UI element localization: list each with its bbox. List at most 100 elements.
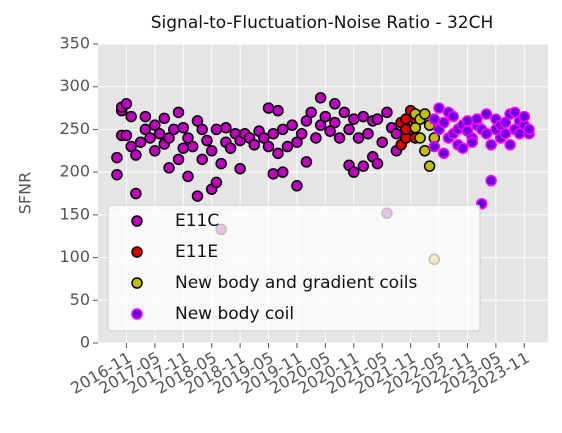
data-point <box>499 127 512 140</box>
y-tick-label: 300 <box>59 76 90 95</box>
data-point <box>201 134 213 147</box>
data-point <box>210 123 223 136</box>
data-point <box>348 113 360 125</box>
y-tick-label: 150 <box>59 204 90 223</box>
data-point <box>220 121 232 134</box>
data-point <box>466 136 478 148</box>
data-point <box>262 140 275 153</box>
data-point <box>276 166 289 178</box>
data-point <box>381 106 393 119</box>
data-point <box>428 140 441 153</box>
data-point <box>125 110 137 123</box>
data-point <box>333 132 346 144</box>
data-point <box>324 125 336 137</box>
data-point <box>191 190 204 202</box>
data-point <box>125 140 137 153</box>
data-point <box>177 142 190 154</box>
data-point <box>158 112 171 125</box>
data-point <box>149 119 161 131</box>
chart-title: Signal-to-Fluctuation-Noise Ratio - 32CH <box>151 13 493 33</box>
legend-label: E11E <box>175 242 218 262</box>
data-point <box>305 106 317 119</box>
legend-marker <box>131 215 143 227</box>
data-point <box>499 116 512 129</box>
legend-label: E11C <box>175 211 219 231</box>
data-point <box>518 110 531 123</box>
data-point <box>371 157 384 170</box>
y-tick-label: 350 <box>59 34 90 53</box>
data-point <box>153 127 166 140</box>
data-point <box>461 115 474 127</box>
data-point <box>130 187 142 200</box>
data-point <box>400 123 412 136</box>
data-point <box>433 102 445 114</box>
data-point <box>357 110 370 123</box>
data-point <box>310 132 322 144</box>
data-point <box>130 149 142 161</box>
legend-marker <box>131 308 143 320</box>
data-point <box>234 162 246 175</box>
data-point <box>215 157 227 170</box>
data-point <box>163 132 175 144</box>
data-point <box>390 127 403 140</box>
data-point <box>338 106 351 119</box>
legend-marker <box>131 246 143 258</box>
data-point <box>144 132 156 144</box>
data-point <box>480 127 493 140</box>
y-tick-label: 250 <box>59 119 90 138</box>
data-point <box>414 132 426 144</box>
data-point <box>267 168 280 180</box>
data-point <box>428 113 441 125</box>
data-point <box>480 108 493 120</box>
data-point <box>409 121 422 134</box>
data-point <box>272 147 284 160</box>
data-point <box>523 123 535 136</box>
y-axis-label: SFNR <box>16 172 35 214</box>
data-point <box>276 123 289 136</box>
data-point <box>438 116 450 129</box>
data-point <box>504 139 516 151</box>
data-point <box>286 119 298 131</box>
legend-box <box>107 204 481 332</box>
data-point <box>329 116 341 129</box>
y-tick-label: 0 <box>80 333 90 352</box>
data-point <box>371 113 384 125</box>
data-point <box>509 106 521 119</box>
data-point <box>281 140 294 153</box>
data-point <box>319 110 332 123</box>
data-point <box>134 136 147 148</box>
data-point <box>471 113 483 125</box>
data-point <box>258 132 270 144</box>
data-point <box>172 153 185 166</box>
data-point <box>182 132 194 144</box>
data-point <box>163 162 175 174</box>
data-point <box>447 110 460 123</box>
data-point <box>191 115 204 127</box>
data-point <box>172 106 185 119</box>
data-point <box>182 170 194 183</box>
data-point <box>205 145 218 157</box>
data-point <box>485 139 497 151</box>
legend-label: New body and gradient coils <box>175 273 418 293</box>
data-point <box>376 136 388 148</box>
data-point <box>343 123 355 136</box>
data-point <box>485 174 497 187</box>
data-point <box>419 108 431 120</box>
data-point <box>362 127 374 140</box>
data-point <box>300 115 313 127</box>
y-tick-label: 200 <box>59 162 90 181</box>
data-point <box>139 123 152 136</box>
data-point <box>272 104 284 117</box>
data-point <box>186 140 199 153</box>
data-point <box>348 166 360 178</box>
y-tick-label: 50 <box>70 290 90 309</box>
data-point <box>111 168 123 181</box>
data-point <box>329 98 341 110</box>
data-point <box>262 102 275 114</box>
y-tick-label: 100 <box>59 247 90 266</box>
legend: E11C E11E New body and gradient coils New b… <box>107 204 481 332</box>
data-point <box>314 92 327 104</box>
data-point <box>120 98 133 110</box>
data-point <box>267 127 280 140</box>
